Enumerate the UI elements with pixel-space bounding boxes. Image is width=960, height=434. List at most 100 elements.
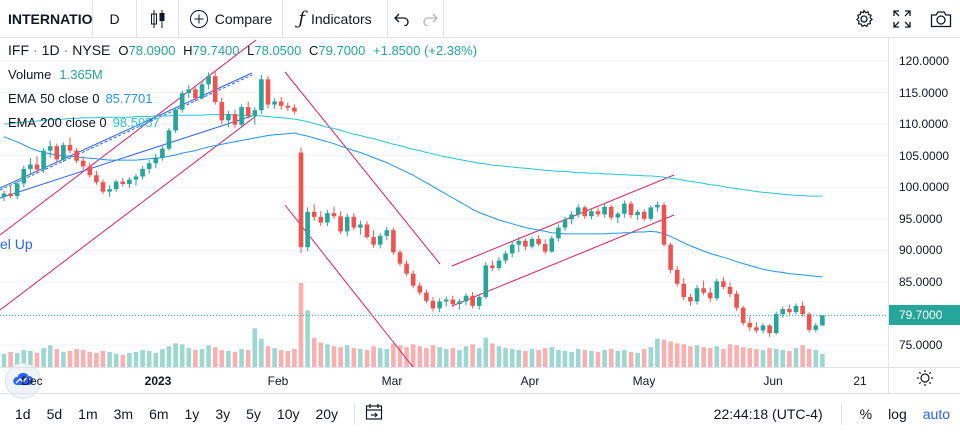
symbol-search-button[interactable]: INTERNATIONAL: [0, 0, 93, 38]
low-value: 78.0500: [254, 42, 302, 58]
volume-bar: [47, 345, 53, 367]
indicators-button[interactable]: ƒ Indicators: [283, 0, 388, 38]
candle-body: [318, 216, 324, 223]
volume-bar: [476, 348, 482, 367]
volume-bar: [67, 350, 73, 367]
volume-bar: [582, 350, 588, 367]
candle-body: [113, 181, 119, 190]
percent-toggle[interactable]: %: [852, 406, 880, 422]
volume-bar: [734, 345, 739, 367]
range-button-1m[interactable]: 1m: [78, 405, 98, 422]
volume-bar: [133, 351, 139, 367]
log-label: log: [888, 405, 907, 422]
candle-body: [377, 235, 383, 245]
compare-button[interactable]: Compare: [179, 0, 283, 38]
legend-volume-row[interactable]: Volume 1.365M: [8, 62, 477, 86]
legend-ema50-row[interactable]: EMA 50 close 0 85.7701: [8, 86, 477, 110]
volume-bar: [120, 354, 126, 367]
plus-circle-icon: [189, 9, 209, 29]
candle-body: [503, 253, 508, 261]
range-button-10y[interactable]: 10y: [276, 405, 300, 422]
price-axis[interactable]: 75.0000 85.0000 90.0000 95.0000 100.0000 105.…: [888, 38, 960, 367]
settings-button[interactable]: [844, 0, 882, 38]
candle-body: [490, 265, 495, 269]
auto-toggle[interactable]: auto: [915, 406, 960, 422]
range-button-6m[interactable]: 6m: [149, 405, 169, 422]
legend-ema200-row[interactable]: EMA 200 close 0 98.5957: [8, 110, 477, 134]
open-label: O: [118, 42, 129, 58]
candle-body: [707, 292, 713, 299]
volume-bar: [344, 345, 350, 367]
candle-body: [721, 281, 726, 287]
candle-body: [727, 286, 733, 294]
candle-body: [14, 183, 20, 197]
ema50-value: 85.7701: [105, 90, 153, 106]
log-toggle[interactable]: log: [880, 406, 915, 422]
legend-ticker[interactable]: IFF: [8, 42, 29, 58]
candle-body: [245, 107, 251, 116]
candle-body: [681, 283, 687, 298]
tradingview-logo[interactable]: [6, 364, 40, 398]
legend-exchange: NYSE: [72, 42, 111, 58]
bottom-toolbar: 1d 5d 1m 3m 6m 1y 3y 5y 10y 20y 22:44:18 (UTC-4) …: [0, 393, 960, 433]
volume-bar: [622, 350, 627, 367]
candle-body: [166, 130, 172, 149]
time-tick-label: 21: [853, 374, 867, 388]
volume-bar: [226, 350, 231, 367]
date-range-button[interactable]: [365, 403, 383, 424]
volume-bar: [87, 351, 93, 367]
candle-body: [536, 238, 541, 245]
interval-button[interactable]: D: [93, 0, 137, 38]
chart-style-button[interactable]: [137, 0, 179, 38]
candle-body: [562, 219, 568, 228]
price-tick-label: 95.0000: [899, 211, 943, 226]
range-button-1y[interactable]: 1y: [184, 405, 200, 422]
volume-bar: [457, 350, 462, 367]
range-button-3m[interactable]: 3m: [113, 405, 134, 422]
candle-body: [153, 157, 159, 164]
candle-body: [602, 206, 607, 215]
volume-bar: [285, 350, 291, 367]
candle-body: [424, 292, 429, 301]
volume-bar: [113, 353, 119, 367]
volume-bar: [589, 350, 594, 367]
volume-bar: [681, 344, 687, 367]
time-tick-label: May: [632, 374, 656, 388]
axis-settings-button[interactable]: [888, 367, 960, 393]
candle-body: [127, 179, 132, 185]
redo-button[interactable]: [416, 0, 444, 38]
candle-body: [226, 114, 231, 121]
price-chart[interactable]: [0, 38, 888, 367]
fullscreen-button[interactable]: [882, 0, 920, 38]
range-button-20y[interactable]: 20y: [315, 405, 339, 422]
undo-button[interactable]: [388, 0, 416, 38]
volume-bar: [463, 346, 469, 367]
range-button-1d[interactable]: 1d: [15, 405, 31, 422]
volume-bar: [61, 351, 66, 367]
candle-body: [239, 107, 244, 125]
clock-button[interactable]: 22:44:18 (UTC-4): [714, 406, 823, 422]
time-tick-label: Dec: [21, 374, 43, 388]
chart-pane[interactable]: el Up: [0, 38, 888, 398]
range-button-5y[interactable]: 5y: [246, 405, 261, 422]
candle-body: [305, 211, 310, 248]
candle-body: [648, 207, 654, 219]
volume-bar: [674, 343, 680, 367]
range-button-3y[interactable]: 3y: [215, 405, 231, 422]
candle-body: [701, 288, 706, 293]
volume-bars: [1, 283, 825, 367]
price-tick-label: 90.0000: [899, 243, 943, 258]
time-tick-label: Jun: [763, 374, 783, 388]
snapshot-button[interactable]: [920, 0, 960, 38]
legend-sep: ·: [63, 42, 69, 58]
volume-bar: [107, 351, 112, 367]
time-axis[interactable]: Dec 2023 Feb Mar Apr May Jun 21: [0, 367, 888, 393]
time-tick-label: Apr: [520, 374, 540, 388]
candle-body: [265, 79, 271, 105]
high-value: 79.7400: [192, 42, 240, 58]
candle-body: [325, 213, 330, 223]
candle-body: [80, 160, 86, 167]
undo-icon: [394, 12, 410, 26]
range-button-5d[interactable]: 5d: [46, 405, 63, 422]
candle-body: [470, 295, 475, 306]
